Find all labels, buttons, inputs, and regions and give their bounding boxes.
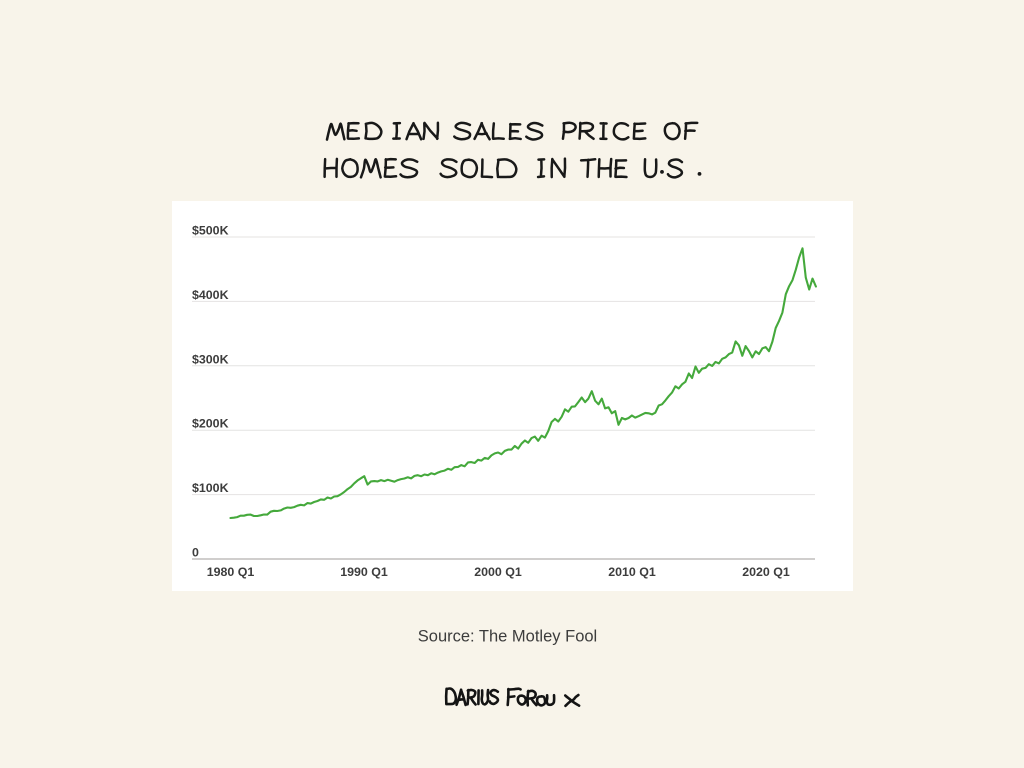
- svg-text:1980 Q1: 1980 Q1: [207, 565, 255, 579]
- svg-text:0: 0: [192, 546, 199, 560]
- svg-text:2000 Q1: 2000 Q1: [474, 565, 522, 579]
- svg-text:$500K: $500K: [192, 224, 229, 238]
- svg-text:$300K: $300K: [192, 352, 229, 366]
- svg-text:Source: The Motley Fool: Source: The Motley Fool: [418, 628, 597, 646]
- svg-text:1990 Q1: 1990 Q1: [340, 565, 388, 579]
- svg-text:$200K: $200K: [192, 417, 229, 431]
- svg-text:$100K: $100K: [192, 481, 229, 495]
- svg-text:$400K: $400K: [192, 288, 229, 302]
- svg-text:2010 Q1: 2010 Q1: [608, 565, 656, 579]
- svg-text:2020 Q1: 2020 Q1: [742, 565, 790, 579]
